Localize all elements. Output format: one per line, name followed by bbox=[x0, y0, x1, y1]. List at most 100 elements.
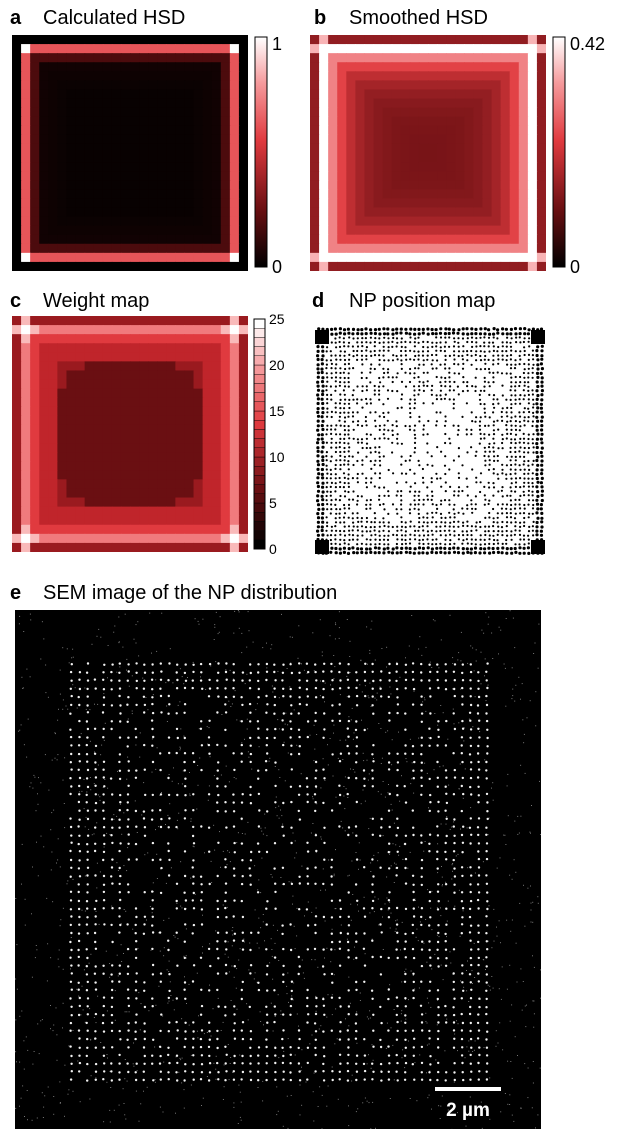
hsd-a-cell bbox=[157, 234, 167, 245]
np-dot bbox=[343, 542, 346, 545]
weight-cell bbox=[57, 325, 68, 335]
hsd-a-cell bbox=[57, 89, 68, 100]
hsd-b-cell bbox=[328, 243, 338, 254]
np-dot bbox=[484, 354, 487, 358]
np-dot bbox=[443, 332, 447, 336]
sem-noise bbox=[27, 718, 29, 720]
np-dot bbox=[339, 468, 342, 471]
hsd-b-cell bbox=[310, 198, 320, 209]
panel-e-title: SEM image of the NP distribution bbox=[43, 582, 338, 604]
sem-noise bbox=[239, 1116, 241, 1118]
hsd-a-cell bbox=[84, 207, 95, 218]
np-dot bbox=[343, 530, 346, 533]
np-dot bbox=[422, 371, 425, 374]
hsd-a-cell bbox=[102, 53, 113, 63]
weight-cell bbox=[184, 542, 195, 552]
weight-cell bbox=[66, 388, 77, 399]
sem-noise bbox=[455, 855, 457, 857]
np-dot bbox=[382, 517, 385, 520]
weight-cell bbox=[229, 379, 240, 390]
np-dot bbox=[325, 433, 328, 436]
np-dot bbox=[386, 546, 390, 550]
hsd-b-cell bbox=[310, 243, 320, 254]
sem-noise bbox=[509, 964, 511, 966]
np-dot bbox=[339, 529, 342, 533]
hsd-b-cell bbox=[491, 261, 502, 271]
np-dot bbox=[496, 516, 499, 519]
np-dot bbox=[488, 433, 491, 436]
sem-noise bbox=[136, 1070, 138, 1072]
sem-noise bbox=[270, 938, 272, 940]
weight-cell bbox=[93, 542, 104, 552]
hsd-a-cell bbox=[157, 98, 167, 109]
sem-noise bbox=[368, 1054, 369, 1056]
np-dot bbox=[365, 481, 368, 484]
hsd-a-cell bbox=[139, 207, 149, 218]
sem-noise bbox=[182, 770, 184, 772]
np-dot bbox=[518, 543, 521, 546]
sem-noise bbox=[32, 866, 33, 868]
sem-noise bbox=[330, 961, 332, 963]
weight-cell bbox=[57, 361, 68, 372]
hsd-a-cell bbox=[175, 207, 186, 218]
np-dot bbox=[510, 521, 513, 524]
np-dot bbox=[471, 511, 474, 514]
hsd-b-cell bbox=[418, 162, 429, 172]
hsd-b-cell bbox=[473, 153, 484, 163]
np-dot bbox=[352, 355, 355, 358]
sem-noise bbox=[333, 875, 335, 877]
sem-noise bbox=[234, 690, 236, 692]
np-dot bbox=[461, 390, 465, 393]
np-dot bbox=[527, 385, 530, 388]
weight-cell bbox=[111, 506, 122, 517]
sem-noise bbox=[472, 983, 473, 984]
hsd-b-cell bbox=[418, 134, 429, 145]
hsd-a-cell bbox=[75, 207, 86, 218]
sem-noise bbox=[127, 718, 129, 720]
np-dot bbox=[352, 551, 356, 555]
hsd-b-cell bbox=[446, 252, 456, 263]
np-dot bbox=[448, 525, 451, 528]
weight-cell bbox=[84, 379, 95, 390]
np-dot bbox=[483, 345, 486, 348]
hsd-b-cell bbox=[328, 216, 338, 227]
sem-noise bbox=[353, 958, 355, 960]
sem-noise bbox=[194, 618, 196, 620]
sem-noise bbox=[370, 1128, 372, 1129]
sem-noise bbox=[498, 653, 499, 655]
np-dot bbox=[369, 350, 372, 353]
np-dot bbox=[330, 473, 333, 476]
np-dot bbox=[444, 380, 447, 383]
hsd-b-cell bbox=[391, 243, 402, 254]
hsd-a-cell bbox=[202, 225, 213, 236]
colorbar-c-step bbox=[253, 410, 266, 421]
weight-cell bbox=[57, 533, 68, 544]
hsd-b-cell bbox=[346, 89, 356, 100]
np-dot bbox=[457, 350, 461, 353]
weight-cell bbox=[193, 506, 204, 517]
hsd-a-cell bbox=[66, 71, 77, 81]
hsd-b-cell bbox=[391, 116, 402, 127]
np-dot bbox=[348, 336, 351, 339]
hsd-a-cell bbox=[84, 107, 95, 118]
sem-noise bbox=[509, 1104, 511, 1105]
np-dot bbox=[330, 410, 333, 413]
weight-cell bbox=[184, 361, 195, 372]
hsd-b-cell bbox=[464, 234, 474, 245]
sem-noise bbox=[23, 631, 25, 632]
sem-noise bbox=[15, 1051, 17, 1053]
np-dot bbox=[523, 460, 526, 463]
hsd-a-cell bbox=[184, 225, 195, 236]
np-dot bbox=[531, 371, 534, 374]
sem-noise bbox=[293, 709, 295, 711]
hsd-b-cell bbox=[536, 216, 546, 227]
np-dot bbox=[395, 508, 398, 511]
sem-noise bbox=[183, 735, 185, 737]
sem-noise bbox=[152, 694, 154, 696]
sem-noise bbox=[106, 1081, 108, 1083]
sem-noise bbox=[464, 1057, 466, 1059]
sem-noise bbox=[59, 1081, 61, 1083]
sem-noise bbox=[504, 1093, 506, 1094]
sem-noise bbox=[518, 676, 520, 678]
hsd-b-cell bbox=[446, 116, 456, 127]
